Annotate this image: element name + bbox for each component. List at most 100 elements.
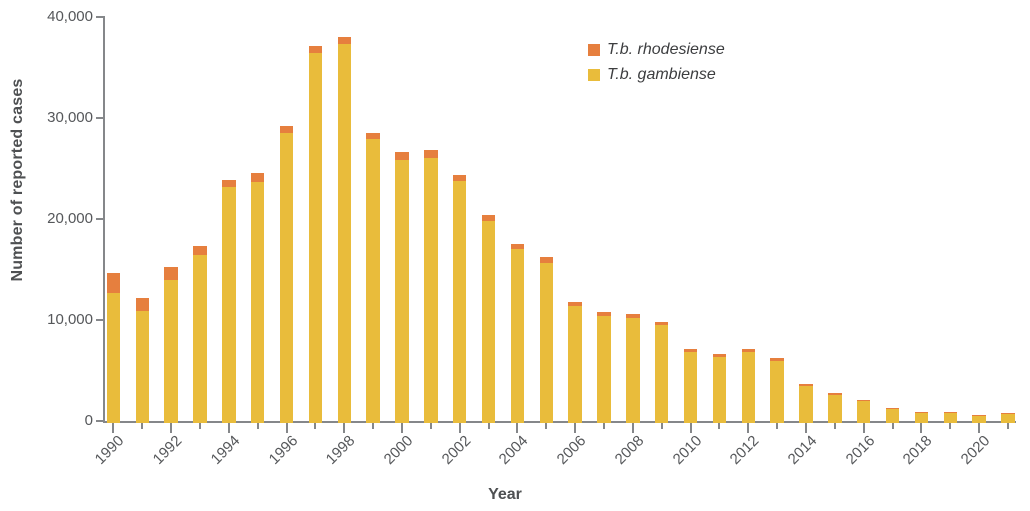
bar-segment-gambiense — [366, 139, 380, 423]
bar-segment-gambiense — [597, 315, 611, 423]
bar-segment-gambiense — [337, 44, 352, 423]
bar-segment-gambiense — [972, 416, 986, 423]
x-tick-mark — [805, 423, 808, 433]
x-tick-label: 2004 — [496, 432, 532, 468]
legend-swatch — [588, 68, 600, 81]
legend: T.b. rhodesiense T.b. gambiense — [588, 40, 725, 90]
bar-segment-gambiense — [279, 133, 294, 423]
x-tick-mark — [141, 423, 144, 429]
x-tick-mark — [862, 423, 865, 433]
x-tick-mark — [689, 423, 692, 433]
x-tick-mark — [314, 423, 317, 429]
y-axis-line — [103, 16, 105, 423]
bar-segment-gambiense — [741, 351, 756, 423]
bar-2006 — [568, 301, 582, 423]
bar-segment-rhodesiense — [626, 313, 640, 318]
x-tick-mark — [574, 423, 577, 433]
x-tick-mark — [747, 423, 750, 433]
bar-segment-rhodesiense — [164, 267, 178, 280]
bar-2010 — [683, 349, 698, 423]
bar-1998 — [337, 37, 352, 423]
bar-2020 — [972, 415, 986, 423]
x-tick-label: 2006 — [553, 432, 590, 468]
x-tick-mark — [170, 423, 173, 433]
bar-2015 — [828, 393, 842, 423]
bar-2016 — [856, 400, 871, 423]
bar-2001 — [424, 149, 438, 423]
y-tick-mark — [96, 218, 104, 220]
bar-2018 — [914, 411, 929, 423]
bar-segment-gambiense — [770, 360, 784, 423]
bar-segment-gambiense — [799, 385, 813, 423]
bar-segment-gambiense — [1001, 414, 1015, 423]
bar-2021 — [1001, 413, 1015, 423]
legend-label: T.b. gambiense — [607, 65, 716, 83]
x-tick-mark — [372, 423, 375, 429]
bar-2005 — [539, 256, 554, 423]
x-tick-mark — [660, 423, 663, 429]
x-tick-mark — [256, 423, 259, 429]
bar-1995 — [250, 172, 265, 423]
bar-segment-rhodesiense — [106, 272, 121, 293]
x-tick-label: 2010 — [669, 432, 705, 468]
bar-segment-rhodesiense — [741, 348, 756, 352]
bar-segment-rhodesiense — [799, 383, 813, 386]
bar-segment-gambiense — [481, 221, 496, 423]
x-tick-label: 2016 — [842, 432, 879, 468]
legend-swatch — [588, 43, 600, 56]
bar-segment-gambiense — [683, 352, 698, 423]
bar-1992 — [164, 267, 178, 423]
bar-segment-rhodesiense — [424, 149, 438, 159]
x-tick-mark — [949, 423, 952, 429]
bar-segment-rhodesiense — [481, 214, 496, 221]
y-tick-label: 30,000 — [47, 109, 93, 126]
x-tick-mark — [429, 423, 432, 429]
bar-segment-rhodesiense — [308, 46, 323, 54]
x-tick-mark — [718, 423, 721, 429]
legend-label: T.b. rhodesiense — [607, 40, 725, 58]
bar-segment-rhodesiense — [712, 354, 727, 357]
bar-2014 — [799, 383, 813, 423]
legend-item: T.b. gambiense — [588, 65, 725, 84]
bar-1996 — [279, 125, 294, 423]
x-tick-mark — [978, 423, 981, 433]
bar-segment-rhodesiense — [972, 415, 986, 417]
bar-segment-gambiense — [539, 263, 554, 423]
x-tick-mark — [776, 423, 779, 429]
bar-2009 — [654, 322, 669, 423]
bar-2017 — [885, 407, 900, 423]
x-tick-mark — [487, 423, 490, 429]
bar-segment-gambiense — [885, 408, 900, 423]
bar-segment-rhodesiense — [770, 358, 784, 361]
x-tick-label: 2002 — [438, 432, 475, 468]
x-tick-label: 2000 — [380, 432, 417, 468]
bar-2019 — [943, 411, 958, 423]
bar-segment-gambiense — [856, 401, 871, 423]
bar-segment-gambiense — [712, 356, 727, 423]
bar-2004 — [510, 244, 525, 423]
legend-item: T.b. rhodesiense — [588, 40, 725, 59]
bar-segment-rhodesiense — [222, 180, 236, 188]
bar-1993 — [193, 245, 207, 423]
bar-segment-gambiense — [164, 279, 178, 423]
x-tick-mark — [285, 423, 288, 433]
bar-segment-rhodesiense — [366, 133, 380, 140]
y-axis-title: Number of reported cases — [9, 78, 26, 282]
bar-2000 — [395, 151, 409, 423]
x-tick-mark — [199, 423, 202, 429]
bar-segment-gambiense — [424, 158, 438, 423]
x-tick-mark — [516, 423, 519, 433]
x-tick-label: 1996 — [265, 432, 301, 468]
bar-1994 — [222, 180, 236, 423]
x-tick-label: 2014 — [784, 432, 821, 468]
x-tick-mark — [631, 423, 634, 433]
bar-segment-gambiense — [193, 254, 207, 423]
bar-segment-rhodesiense — [510, 244, 525, 250]
bar-segment-rhodesiense — [885, 407, 900, 409]
bar-segment-gambiense — [222, 187, 236, 423]
bar-2008 — [626, 313, 640, 423]
x-tick-label: 1994 — [207, 432, 244, 468]
x-tick-label: 2008 — [611, 432, 648, 468]
x-tick-mark — [112, 423, 115, 433]
x-axis-title: Year — [488, 486, 522, 503]
